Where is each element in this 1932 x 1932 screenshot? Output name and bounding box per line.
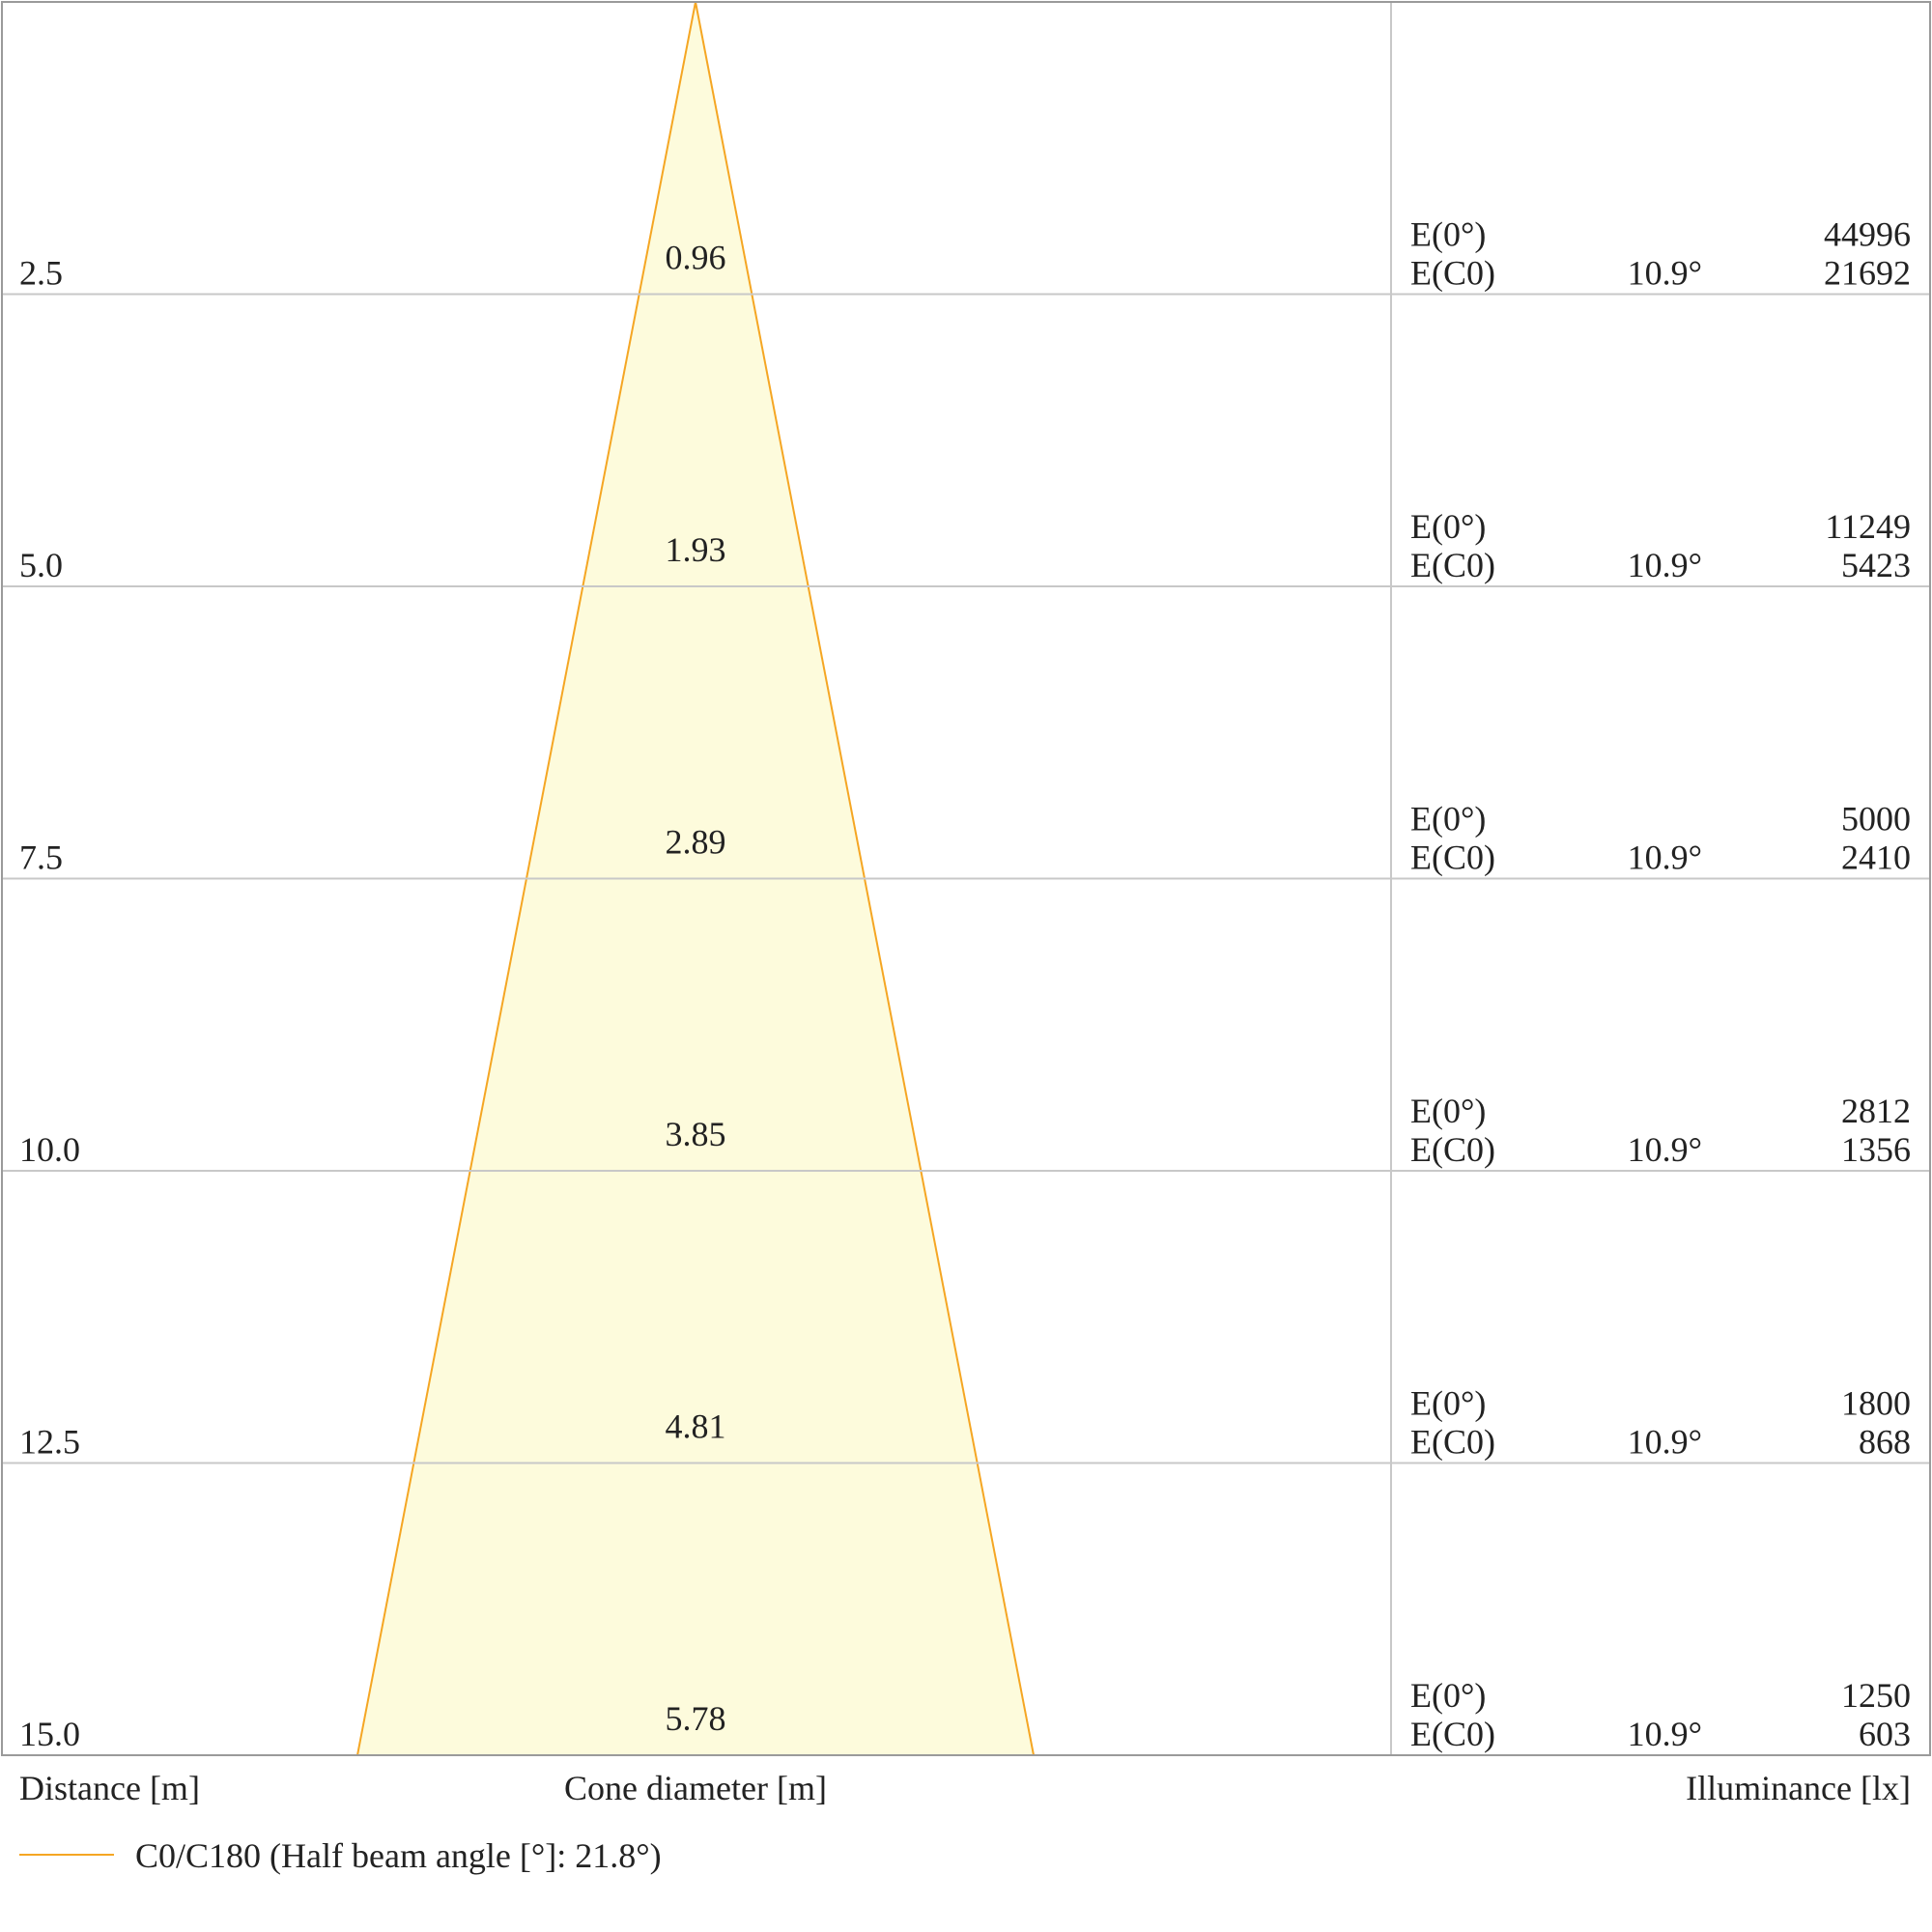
plot-frame — [1, 1, 1931, 1756]
ec0-label: E(C0) — [1410, 1423, 1495, 1462]
e0-value: 1800 — [1841, 1384, 1911, 1423]
distance-tick-label: 7.5 — [19, 838, 63, 877]
ec0-angle: 10.9° — [1628, 546, 1702, 584]
ec0-value: 868 — [1859, 1423, 1911, 1462]
ec0-angle: 10.9° — [1628, 1423, 1702, 1462]
ec0-label: E(C0) — [1410, 838, 1495, 877]
e0-label: E(0°) — [1410, 1092, 1486, 1130]
illuminance-axis-title: Illuminance [lx] — [1686, 1769, 1911, 1807]
e0-label: E(0°) — [1410, 800, 1486, 838]
cone-diameter-label: 2.89 — [666, 823, 726, 862]
e0-value: 5000 — [1841, 800, 1911, 838]
e0-label: E(0°) — [1410, 215, 1486, 254]
e0-value: 11249 — [1825, 507, 1911, 546]
e0-value: 1250 — [1841, 1676, 1911, 1715]
ec0-value: 21692 — [1824, 254, 1911, 293]
e0-label: E(0°) — [1410, 1384, 1486, 1423]
ec0-angle: 10.9° — [1628, 838, 1702, 877]
ec0-label: E(C0) — [1410, 1130, 1495, 1169]
ec0-label: E(C0) — [1410, 1715, 1495, 1753]
cone-axis-title: Cone diameter [m] — [564, 1769, 827, 1807]
ec0-value: 603 — [1859, 1715, 1911, 1753]
cone-diameter-label: 5.78 — [666, 1699, 726, 1738]
ec0-value: 5423 — [1841, 546, 1911, 584]
x-axis-title: Distance [m] — [19, 1769, 200, 1807]
ec0-label: E(C0) — [1410, 254, 1495, 293]
ec0-value: 1356 — [1841, 1130, 1911, 1169]
ec0-value: 2410 — [1841, 838, 1911, 877]
cone-diameter-label: 3.85 — [666, 1115, 726, 1153]
distance-tick-label: 10.0 — [19, 1130, 80, 1169]
ec0-angle: 10.9° — [1628, 1715, 1702, 1753]
e0-label: E(0°) — [1410, 507, 1486, 546]
e0-value: 44996 — [1824, 215, 1911, 254]
distance-tick-label: 15.0 — [19, 1715, 80, 1753]
legend-label: C0/C180 (Half beam angle [°]: 21.8°) — [135, 1836, 662, 1875]
grid-layer — [1, 1, 1931, 1756]
distance-tick-label: 5.0 — [19, 546, 63, 584]
cone-diameter-label: 4.81 — [666, 1407, 726, 1446]
ec0-angle: 10.9° — [1628, 1130, 1702, 1169]
distance-tick-label: 12.5 — [19, 1423, 80, 1462]
label-layer: 2.5 0.96 E(0°) 44996 E(C0) 10.9° 21692 5.0 1.93 E… — [19, 215, 1911, 1754]
ec0-label: E(C0) — [1410, 546, 1495, 584]
cone-diameter-label: 1.93 — [666, 530, 726, 569]
distance-tick-label: 2.5 — [19, 254, 63, 293]
cone-diameter-label: 0.96 — [666, 239, 726, 277]
ec0-angle: 10.9° — [1628, 254, 1702, 293]
e0-value: 2812 — [1841, 1092, 1911, 1130]
e0-label: E(0°) — [1410, 1676, 1486, 1715]
